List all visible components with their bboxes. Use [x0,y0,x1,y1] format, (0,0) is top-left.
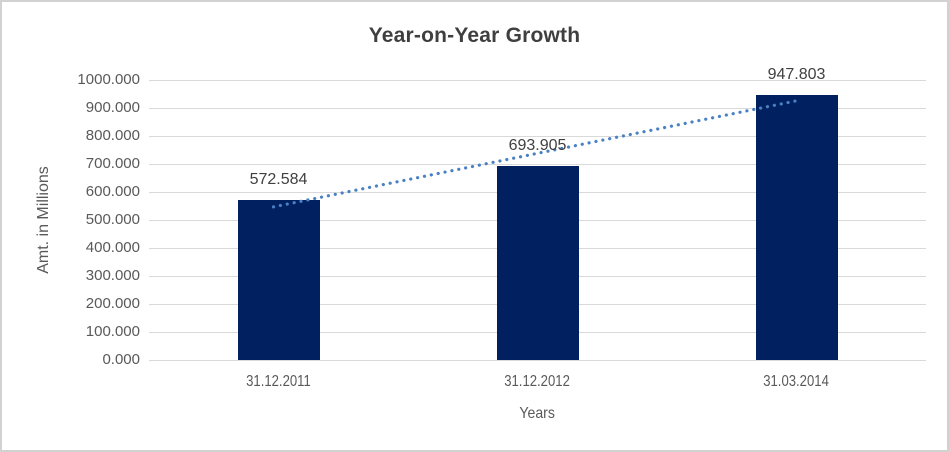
y-tick-label: 500.000 [85,211,140,228]
bar-31.12.2012 [496,165,579,360]
y-tick-label: 600.000 [85,183,140,200]
x-tick-label: 31.03.2014 [667,372,926,392]
y-tick-label: 1000.000 [77,71,140,88]
x-tick-label-text: 31.12.2011 [246,373,311,390]
data-label: 572.584 [249,170,308,188]
y-tick-label: 700.000 [85,155,140,172]
chart-title: Year-on-Year Growth [368,24,581,47]
plot-area: 572.584 693.905 947.803 [149,66,926,361]
y-tick-label: 900.000 [85,99,140,116]
bar-31.03.2014 [755,94,838,360]
y-tick-label: 400.000 [85,239,140,256]
x-tick-label: 31.12.2012 [408,372,667,392]
y-tick-label: 300.000 [85,267,140,284]
y-tick-label: 800.000 [85,127,140,144]
bar-31.12.2011 [237,199,320,360]
y-tick-label: 0.000 [102,351,140,368]
x-tick-label-text: 31.12.2012 [504,373,571,390]
gridline [149,80,926,81]
x-axis-title: Years [149,405,926,423]
y-tick-label: 200.000 [85,295,140,312]
data-label: 693.905 [508,136,567,154]
gridline [149,360,926,361]
x-axis-title-text: Years [519,405,556,422]
y-tick-label: 100.000 [85,323,140,340]
x-tick-label-text: 31.03.2014 [763,373,830,390]
data-label: 947.803 [767,65,826,83]
x-tick-label: 31.12.2011 [149,372,408,392]
